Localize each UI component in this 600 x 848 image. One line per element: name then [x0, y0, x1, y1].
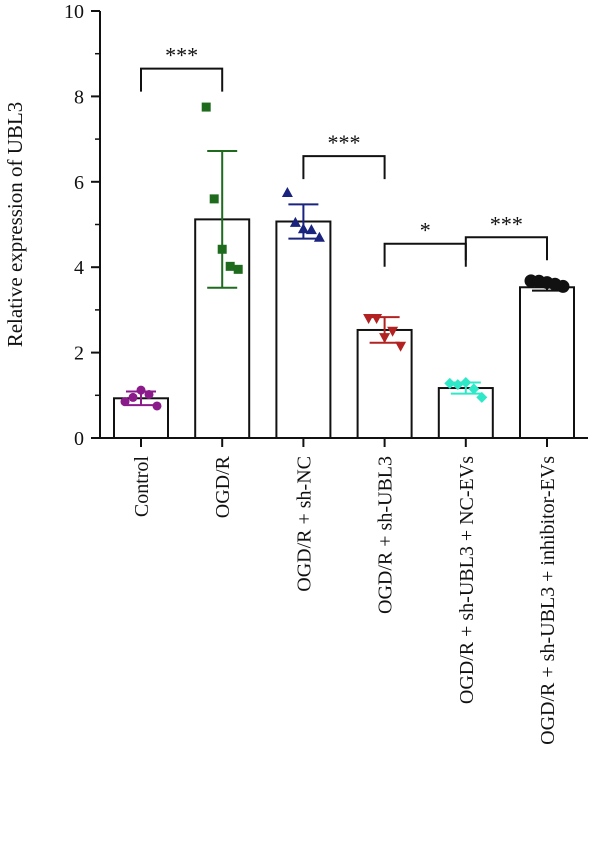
data-point [297, 223, 309, 234]
significance-bracket [140, 67, 224, 92]
data-point [444, 377, 456, 389]
y-tick-label: 0 [74, 428, 84, 450]
data-point [313, 231, 325, 242]
data-point [387, 326, 399, 337]
y-tick-label: 10 [64, 1, 84, 23]
data-point [120, 397, 130, 407]
significance-layer: ******* *** [140, 43, 548, 267]
data-point [468, 383, 480, 395]
data-point [476, 391, 488, 403]
data-point [281, 186, 293, 197]
x-tick-label: Control [131, 456, 153, 518]
significance-label: *** [490, 211, 523, 236]
x-tick-label: OGD/R + sh-NC [293, 456, 315, 592]
data-point [379, 333, 391, 344]
y-axis-label: Relative expression of UBL3 [3, 102, 27, 348]
significance-label: *** [165, 43, 198, 68]
y-tick-label: 4 [74, 257, 84, 279]
data-point [233, 264, 243, 274]
significance-bracket [302, 155, 386, 180]
data-point [371, 313, 383, 324]
data-point [136, 385, 146, 395]
y-tick-label: 6 [74, 172, 84, 194]
bar [519, 286, 575, 440]
data-point [556, 279, 570, 293]
data-point [152, 401, 162, 411]
data-point [305, 224, 317, 235]
significance-bracket [383, 242, 467, 267]
data-point [201, 102, 211, 112]
x-tick-label: OGD/R + sh-UBL3 + NC-EVs [456, 456, 478, 704]
significance-label: *** [328, 130, 361, 155]
x-tick-label: OGD/R + sh-UBL3 [375, 456, 397, 614]
data-point [460, 376, 472, 388]
significance-bracket [464, 236, 548, 261]
data-point [128, 392, 138, 402]
data-point [217, 244, 227, 254]
bar [275, 220, 332, 439]
data-point [289, 216, 301, 227]
data-point [144, 389, 154, 399]
x-tick-label: OGD/R + sh-UBL3 + inhibitor-EVs [537, 456, 559, 745]
points-layer [120, 102, 570, 411]
y-tick-label: 2 [74, 343, 84, 365]
data-point [452, 379, 464, 391]
x-tick-label: OGD/R [212, 455, 234, 518]
data-point [209, 194, 219, 204]
y-tick-label: 8 [74, 86, 84, 108]
significance-label: * [420, 218, 431, 243]
data-point [225, 261, 235, 271]
axes-layer: 0 2 4 6 8 10 [64, 1, 588, 450]
bars-layer [113, 150, 575, 440]
labels-layer: Relative expression of UBL3 Control OGD/R O… [3, 102, 559, 745]
data-point [363, 313, 375, 324]
data-point [395, 341, 407, 352]
